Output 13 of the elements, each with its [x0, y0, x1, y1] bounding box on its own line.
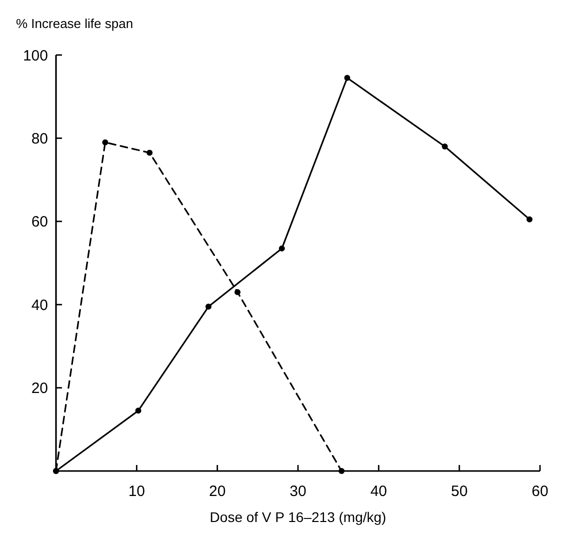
x-tick-label: 60: [532, 483, 548, 500]
x-tick-label: 40: [370, 483, 388, 500]
y-tick-label: 100: [22, 47, 48, 64]
x-tick-label: 20: [208, 483, 226, 500]
x-axis-title: Dose of V P 16–213 (mg/kg): [210, 509, 386, 525]
x-tick-label: 10: [128, 483, 146, 500]
y-tick-label: 20: [31, 380, 48, 398]
y-tick-label: 80: [31, 130, 48, 148]
y-tick-label: 60: [31, 214, 48, 231]
x-tick-label: 50: [450, 483, 468, 500]
y-axis-title: % Increase life span: [16, 16, 134, 31]
x-tick-label: 30: [290, 483, 306, 500]
y-tick-label: 40: [31, 296, 48, 314]
